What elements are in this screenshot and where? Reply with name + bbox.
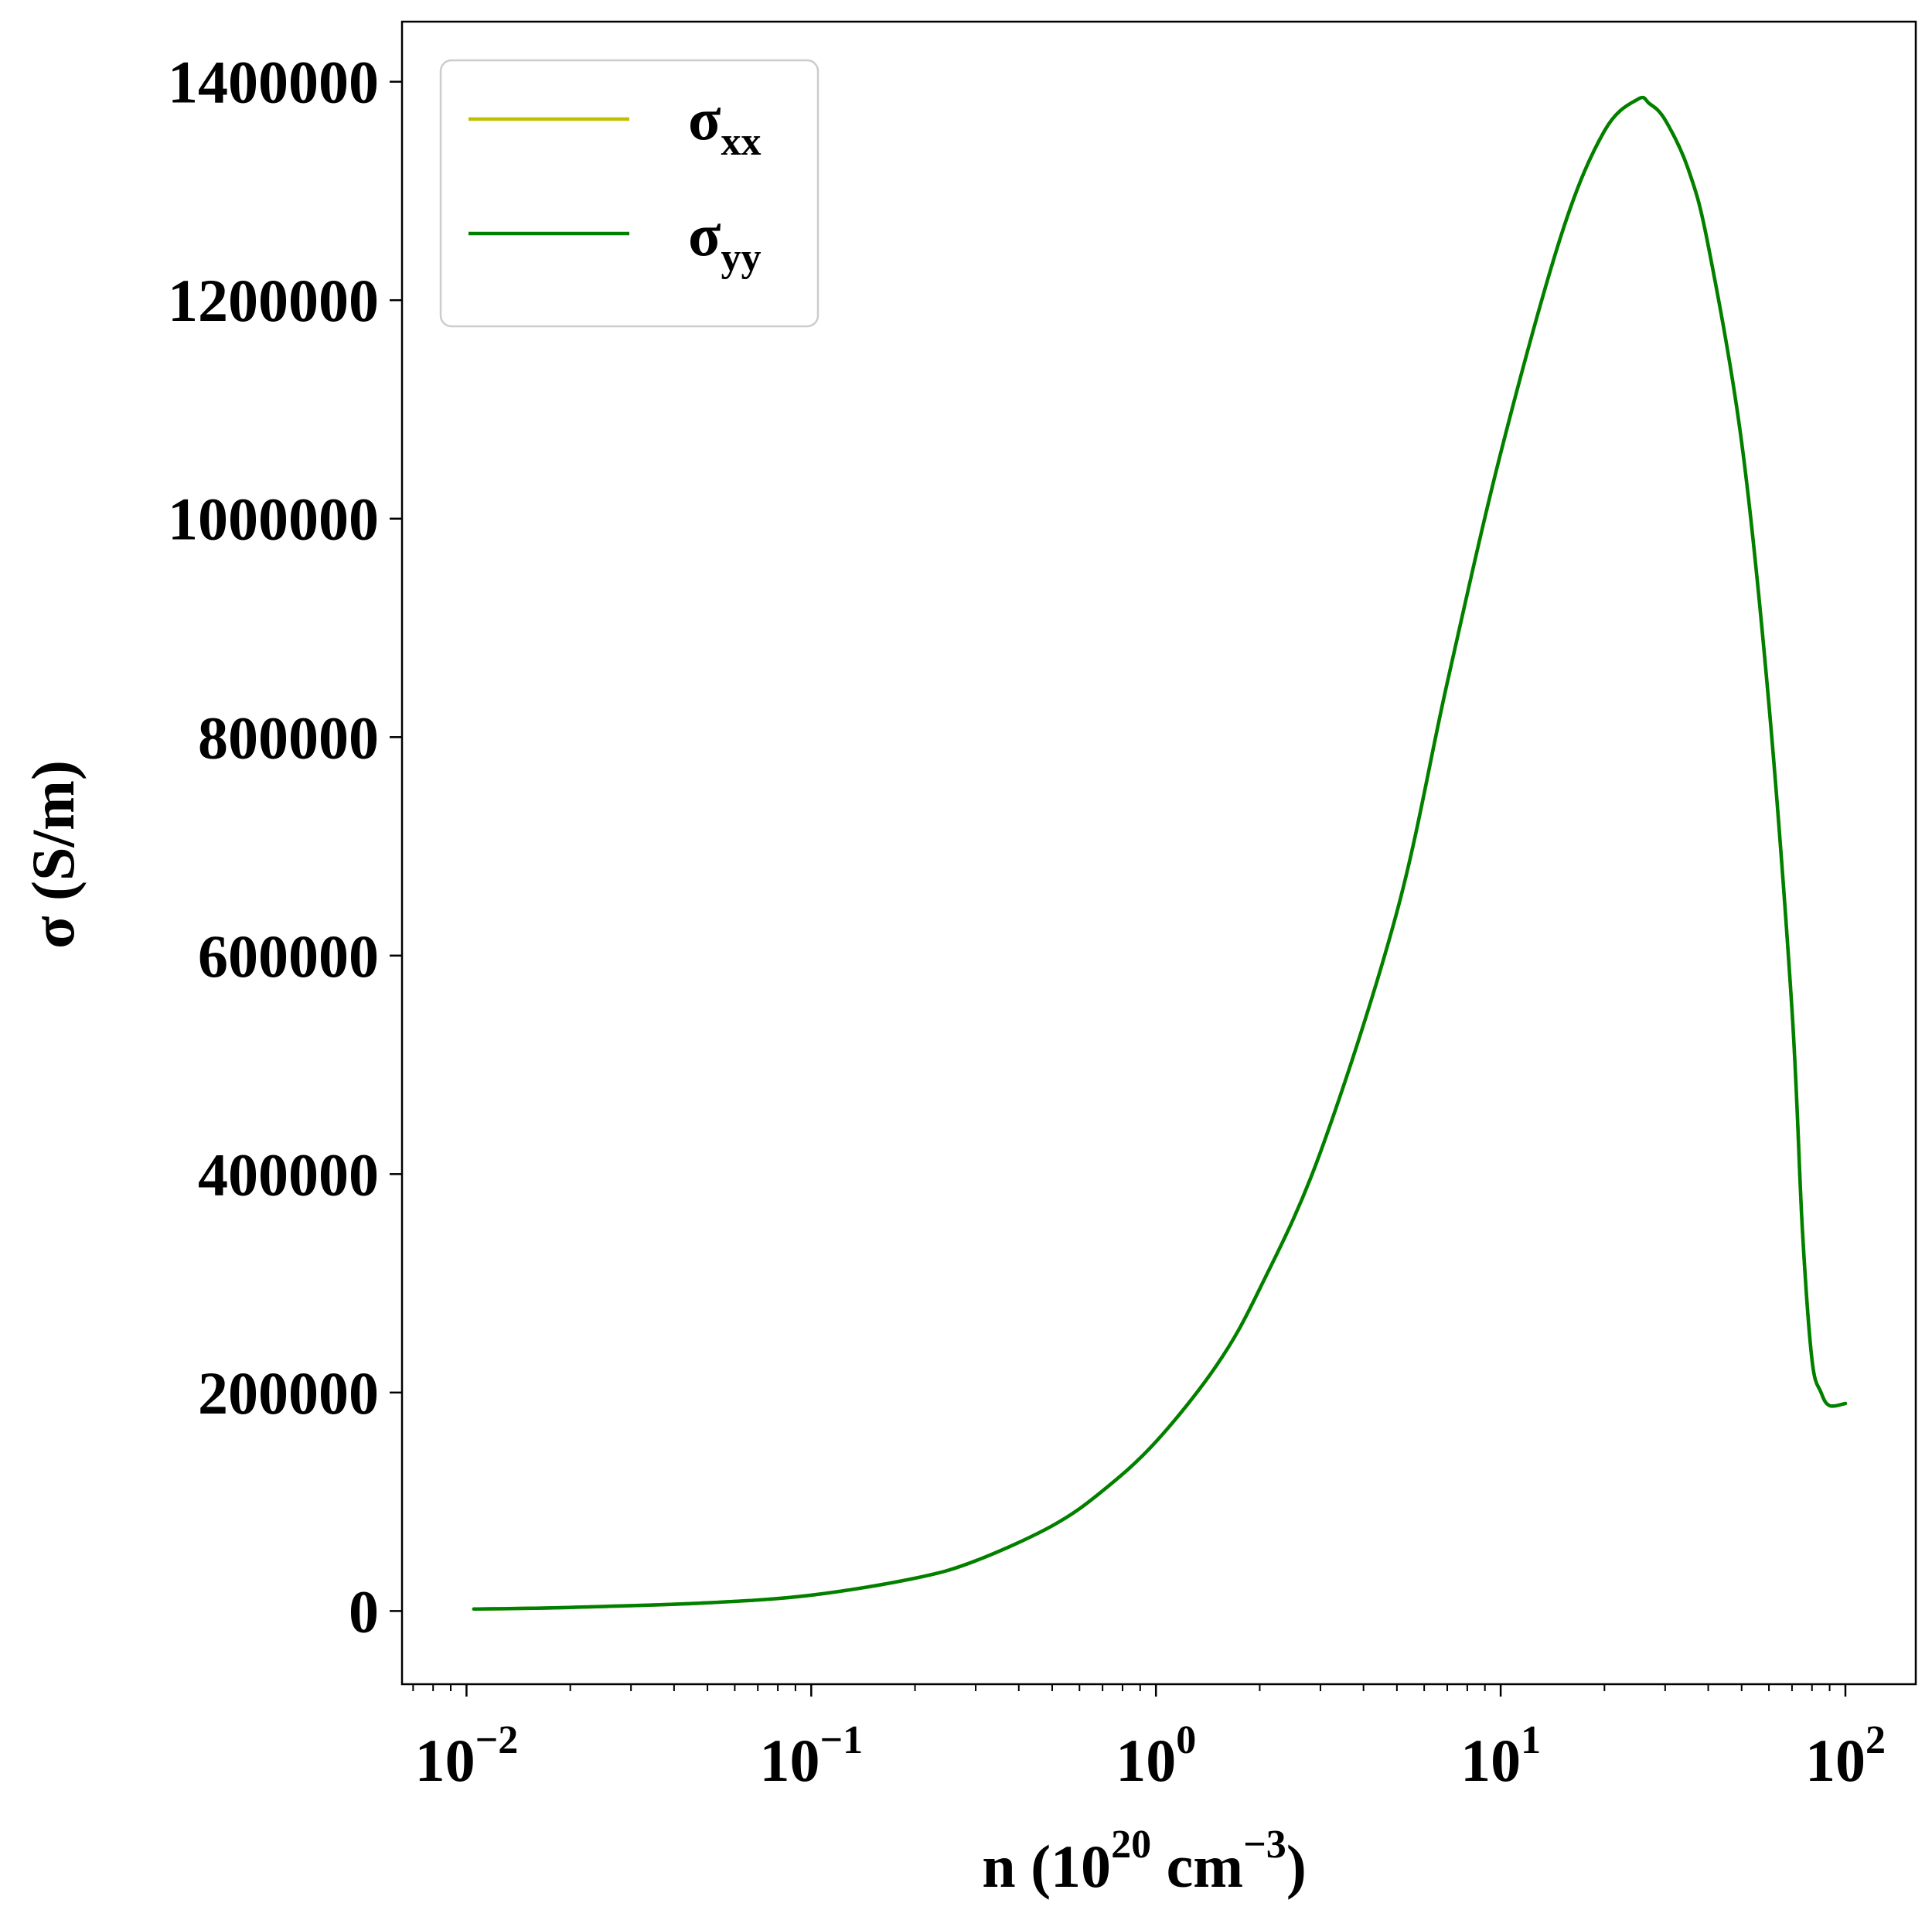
x-axis-label-close: ) bbox=[1286, 1833, 1307, 1900]
x-axis-label-unit: cm bbox=[1151, 1833, 1243, 1900]
x-tick-label-base: 10 bbox=[1805, 1727, 1866, 1794]
legend-box bbox=[439, 59, 819, 328]
y-tick-label: 1200000 bbox=[168, 267, 379, 334]
axes-frame bbox=[400, 20, 1917, 1686]
x-tick-label-exponent: −1 bbox=[819, 1718, 863, 1762]
legend-label-sigma-yy-sub: yy bbox=[721, 236, 761, 280]
x-axis-label-base: n (10 bbox=[982, 1833, 1111, 1900]
x-axis-label-exp-minus3: −3 bbox=[1243, 1823, 1286, 1867]
x-tick-label-exponent: 1 bbox=[1521, 1718, 1541, 1762]
y-tick-label: 400000 bbox=[198, 1141, 379, 1208]
x-tick-label-base: 10 bbox=[1116, 1727, 1176, 1794]
legend-label-sigma-xx-sub: xx bbox=[721, 120, 761, 164]
x-tick-label-exponent: 0 bbox=[1176, 1718, 1196, 1762]
y-tick-label: 600000 bbox=[198, 923, 379, 990]
legend-label-sigma-yy-base: σ bbox=[688, 201, 721, 268]
y-tick-label: 800000 bbox=[198, 704, 379, 771]
legend-label-sigma-yy: σyy bbox=[688, 201, 761, 280]
x-axis-label: n (1020 cm−3) bbox=[982, 1823, 1307, 1900]
legend-label-sigma-xx-base: σ bbox=[688, 85, 721, 152]
x-axis-label-exp-20: 20 bbox=[1111, 1823, 1151, 1867]
y-tick-label: 1400000 bbox=[168, 49, 379, 116]
legend: σxx σyy bbox=[439, 59, 819, 328]
y-tick-label: 200000 bbox=[198, 1359, 379, 1427]
x-tick-label-exponent: 2 bbox=[1866, 1718, 1886, 1762]
y-axis-label: σ (S/m) bbox=[19, 760, 87, 949]
legend-label-sigma-xx: σxx bbox=[688, 85, 761, 164]
x-tick-label-base: 10 bbox=[759, 1727, 819, 1794]
x-axis: 10−2 10−1 100 101 102 bbox=[412, 1684, 1886, 1794]
x-tick-label-base: 10 bbox=[1460, 1727, 1521, 1794]
y-axis: 0 200000 400000 600000 800000 1000000 1200000 1… bbox=[168, 49, 402, 1645]
x-tick-label: 100 bbox=[1116, 1718, 1196, 1794]
x-tick-label: 10−2 bbox=[415, 1718, 519, 1794]
x-tick-label: 102 bbox=[1805, 1718, 1886, 1794]
x-tick-label: 10−1 bbox=[759, 1718, 863, 1794]
x-tick-label: 101 bbox=[1460, 1718, 1541, 1794]
x-tick-label-base: 10 bbox=[415, 1727, 475, 1794]
y-tick-label: 1000000 bbox=[168, 486, 379, 553]
plot-area bbox=[400, 20, 1917, 1686]
x-tick-label-exponent: −2 bbox=[475, 1718, 519, 1762]
y-tick-label: 0 bbox=[349, 1577, 379, 1645]
series-layer bbox=[472, 95, 1848, 1612]
series-line-sigma-yy bbox=[472, 95, 1848, 1612]
